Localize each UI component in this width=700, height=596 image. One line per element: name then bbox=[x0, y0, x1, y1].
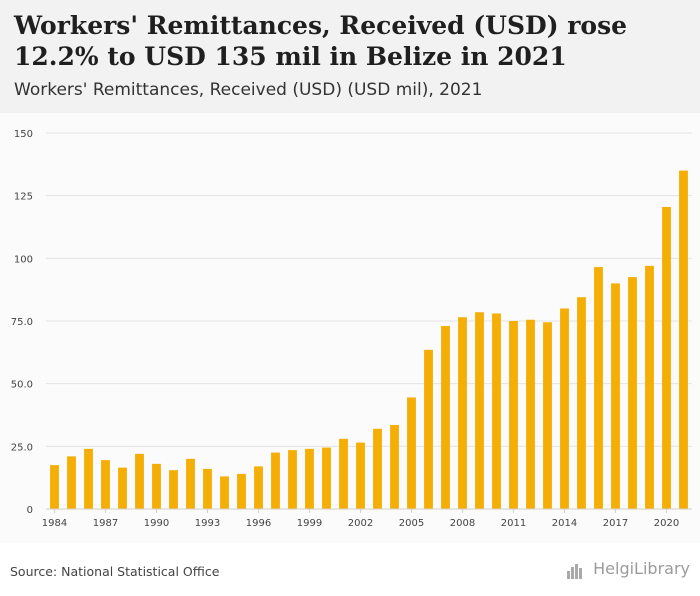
source-note: Source: National Statistical Office bbox=[10, 564, 220, 579]
x-tick-label: 1984 bbox=[42, 518, 67, 529]
bar-2000 bbox=[322, 447, 331, 509]
x-tick-label: 2017 bbox=[603, 518, 628, 529]
page-title: Workers' Remittances, Received (USD) ros… bbox=[14, 11, 628, 71]
x-tick-label: 2011 bbox=[501, 518, 526, 529]
y-tick-label: 0 bbox=[27, 505, 33, 516]
bar-2002 bbox=[356, 442, 365, 509]
library-building-icon bbox=[567, 560, 589, 579]
logo-text: HelgiLibrary bbox=[593, 559, 690, 578]
x-tick-label: 1996 bbox=[246, 518, 271, 529]
bar-2010 bbox=[492, 313, 501, 509]
x-tick-label: 2014 bbox=[552, 518, 577, 529]
bar-1986 bbox=[84, 448, 93, 509]
bar-2020 bbox=[662, 206, 671, 509]
bar-2016 bbox=[594, 267, 603, 509]
bar-1996 bbox=[254, 466, 263, 509]
chart-footer: Source: National Statistical Office Helg… bbox=[0, 543, 700, 596]
y-tick-label: 25.0 bbox=[11, 442, 33, 453]
bar-1984 bbox=[50, 465, 59, 509]
bar-2007 bbox=[441, 326, 450, 509]
bar-1987 bbox=[101, 460, 110, 509]
x-tick-label: 2008 bbox=[450, 518, 475, 529]
bar-1989 bbox=[135, 453, 144, 509]
bar-2006 bbox=[424, 349, 433, 509]
bar-2015 bbox=[577, 297, 586, 509]
y-tick-label: 125 bbox=[14, 192, 33, 203]
bar-2014 bbox=[560, 308, 569, 509]
bar-2013 bbox=[543, 322, 552, 509]
x-tick-label: 2002 bbox=[348, 518, 373, 529]
x-tick-label: 1993 bbox=[195, 518, 220, 529]
y-tick-label: 100 bbox=[14, 254, 33, 265]
bar-2011 bbox=[509, 321, 518, 509]
bar-1991 bbox=[169, 470, 178, 509]
x-tick-label: 2020 bbox=[654, 518, 679, 529]
y-tick-label: 75.0 bbox=[11, 317, 33, 328]
bar-1993 bbox=[203, 468, 212, 509]
bar-1998 bbox=[288, 450, 297, 509]
bar-2009 bbox=[475, 312, 484, 509]
bar-1990 bbox=[152, 463, 161, 509]
bar-1995 bbox=[237, 473, 246, 509]
bar-1988 bbox=[118, 467, 127, 509]
bar-2001 bbox=[339, 438, 348, 509]
y-tick-label: 150 bbox=[14, 129, 33, 140]
x-tick-label: 1987 bbox=[93, 518, 118, 529]
x-tick-label: 1990 bbox=[144, 518, 169, 529]
bar-2018 bbox=[628, 277, 637, 509]
y-tick-label: 50.0 bbox=[11, 380, 33, 391]
bar-2003 bbox=[373, 428, 382, 509]
bar-2021 bbox=[679, 170, 688, 509]
chart-subtitle: Workers' Remittances, Received (USD) (US… bbox=[14, 80, 483, 100]
bar-2019 bbox=[645, 265, 654, 509]
x-tick-label: 2005 bbox=[399, 518, 424, 529]
bar-2008 bbox=[458, 317, 467, 509]
bar-1992 bbox=[186, 458, 195, 509]
helgi-library-logo: HelgiLibrary bbox=[567, 559, 690, 579]
chart-area: 0 25.0 50.0 75.0 100 125 150 1984 1987 1990 1993 19… bbox=[0, 113, 700, 543]
bar-1999 bbox=[305, 448, 314, 509]
x-tick-label: 1999 bbox=[297, 518, 322, 529]
bar-1997 bbox=[271, 452, 280, 509]
chart-header: Workers' Remittances, Received (USD) ros… bbox=[0, 0, 700, 113]
bar-2012 bbox=[526, 319, 535, 509]
bar-2017 bbox=[611, 283, 620, 509]
bar-chart: 0 25.0 50.0 75.0 100 125 150 1984 1987 1990 1993 19… bbox=[11, 129, 692, 529]
bar-2005 bbox=[407, 397, 416, 509]
bar-2004 bbox=[390, 425, 399, 509]
bar-1994 bbox=[220, 476, 229, 509]
bar-1985 bbox=[67, 456, 76, 509]
